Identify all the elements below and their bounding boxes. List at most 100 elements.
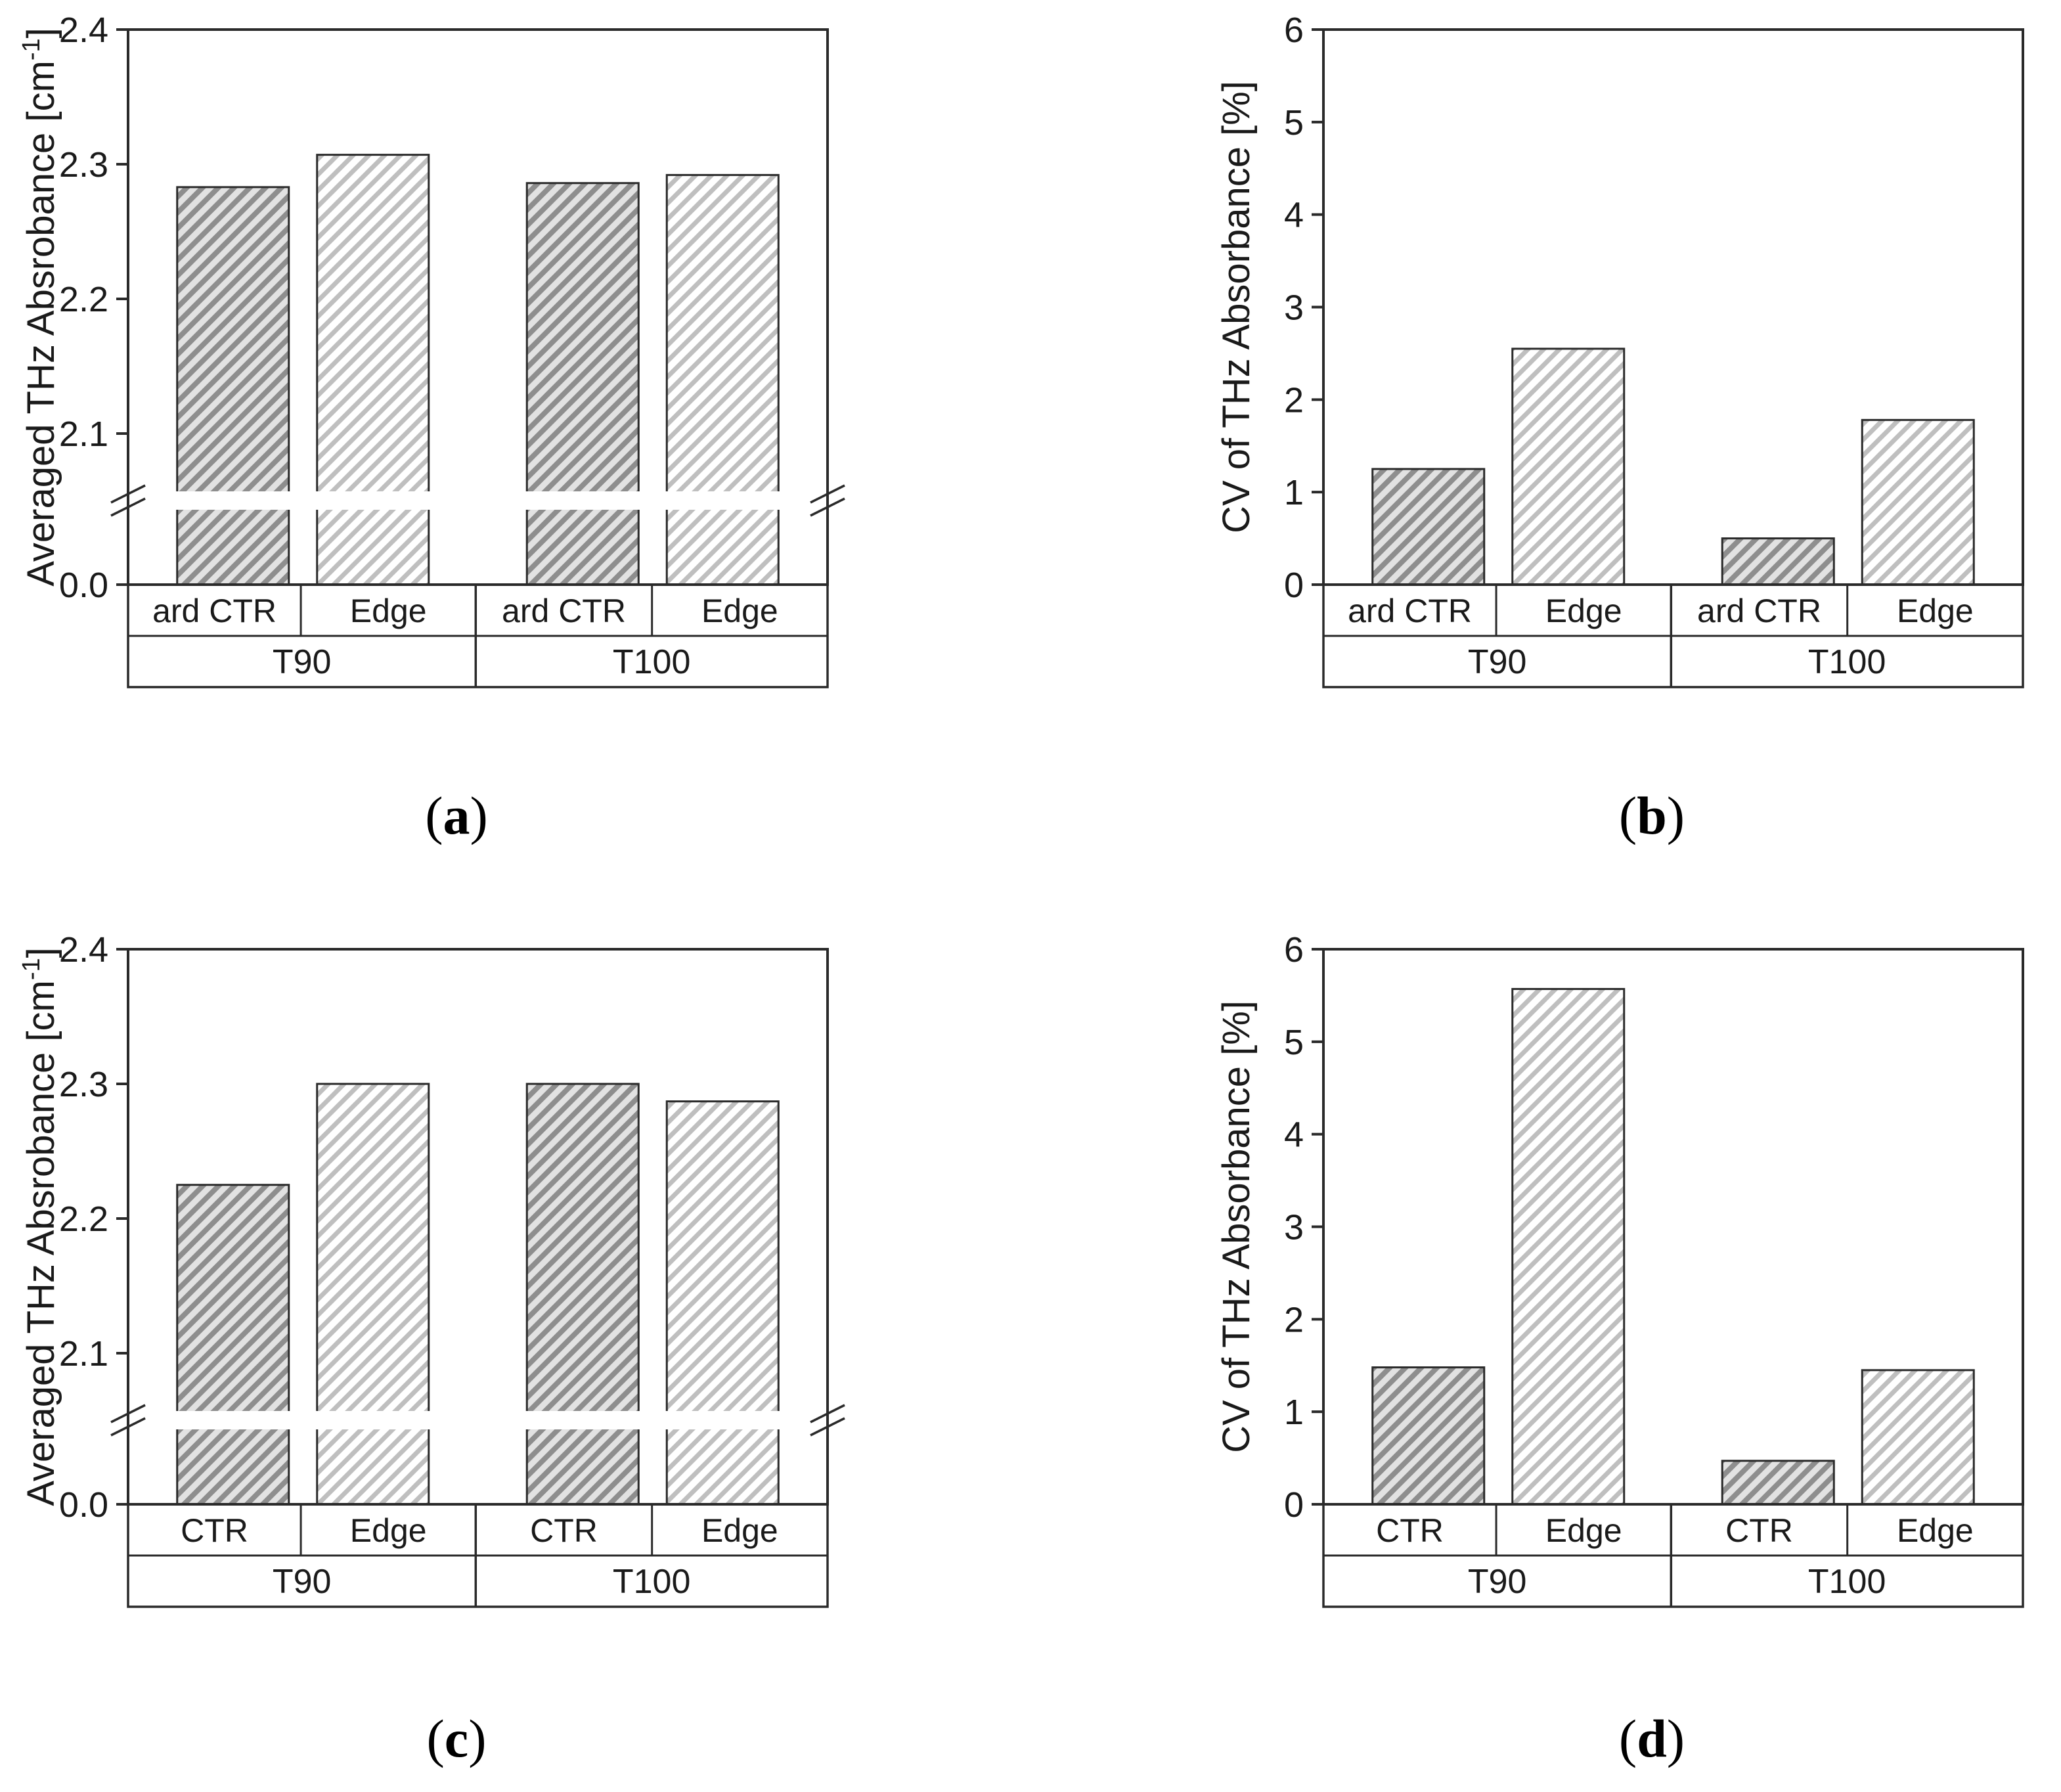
y-axis-title: Averaged THz Absrobance [cm-1]	[20, 28, 62, 587]
y-tick-label-6: 6	[1284, 930, 1304, 970]
y-tick-label-2.2: 2.2	[59, 1199, 108, 1239]
y-tick-label-2.3: 2.3	[59, 1065, 108, 1104]
bar-T90-CTR	[1371, 1366, 1486, 1506]
y-tick-label-0.0: 0.0	[59, 566, 108, 605]
bar-T90-ard-CTR	[1371, 468, 1486, 586]
caption-c-open: (	[426, 1709, 445, 1768]
caption-c-letter: c	[444, 1709, 469, 1768]
caption-b-letter: b	[1637, 786, 1667, 845]
axis-break-mark	[810, 1404, 845, 1423]
bar-T100-CTR	[1721, 1460, 1835, 1506]
category-label-ard-CTR: ard CTR	[1697, 593, 1821, 629]
y-tick-label-0.0: 0.0	[59, 1485, 108, 1525]
group-label-T100: T100	[1808, 1563, 1886, 1601]
y-tick-label-2.3: 2.3	[59, 145, 108, 185]
caption-a-letter: a	[443, 786, 470, 845]
y-tick-label-2: 2	[1284, 1300, 1304, 1339]
category-label-CTR: CTR	[181, 1512, 248, 1549]
panel-b: 0 1 2 3 4 5 6 CV of THz Absorbance [%] ard CTR Ed…	[1215, 0, 2061, 759]
category-label-Edge: Edge	[1545, 1512, 1622, 1549]
panel-d: 0 1 2 3 4 5 6 CV of THz Absorbance [%] CTR Edge CT…	[1215, 920, 2061, 1678]
axis-break-mark	[110, 1417, 146, 1437]
bar-T100-ard-CTR	[1721, 537, 1835, 586]
caption-d: (d)	[1215, 1708, 2061, 1770]
axis-break-mark	[810, 1417, 845, 1437]
y-tick-label-0: 0	[1284, 566, 1304, 605]
bar-T100-ard-CTR	[525, 182, 640, 586]
bar-T90-ard-CTR	[176, 186, 290, 586]
y-tick-label-2.1: 2.1	[59, 414, 108, 454]
category-label-Edge: Edge	[350, 593, 427, 629]
axis-break-mark	[810, 484, 845, 504]
axis-break-band	[130, 1411, 826, 1429]
y-tick-label-2.4: 2.4	[59, 930, 108, 970]
y-tick-label-4: 4	[1284, 196, 1304, 235]
panel-a: 2.4 2.3 2.2 2.1 0.0 Averaged THz Absrobance […	[18, 0, 893, 759]
bar-T90-Edge	[316, 154, 430, 586]
caption-a: (a)	[20, 785, 893, 847]
caption-d-letter: d	[1637, 1709, 1667, 1768]
panel-c: 2.4 2.3 2.2 2.1 0.0 Averaged THz Absrobance […	[18, 920, 893, 1678]
bar-T90-Edge	[1511, 347, 1626, 586]
group-label-T90: T90	[1468, 643, 1527, 681]
caption-a-close: )	[470, 786, 488, 845]
bar-T90-Edge	[316, 1083, 430, 1506]
category-label-Edge: Edge	[701, 1512, 778, 1549]
caption-d-open: (	[1618, 1709, 1637, 1768]
y-tick-label-2.1: 2.1	[59, 1334, 108, 1374]
caption-a-open: (	[425, 786, 443, 845]
y-tick-label-3: 3	[1284, 1208, 1304, 1247]
bar-T100-CTR	[525, 1083, 640, 1506]
y-tick-label-1: 1	[1284, 1393, 1304, 1432]
bar-T100-Edge	[665, 1100, 780, 1506]
category-label-Edge: Edge	[1545, 593, 1622, 629]
chart-d-cv-bar-chart: 0 1 2 3 4 5 6 CV of THz Absorbance [%] CTR Edge CT…	[1215, 930, 2024, 1608]
y-tick-label-5: 5	[1284, 1023, 1304, 1062]
caption-d-close: )	[1666, 1709, 1685, 1768]
category-label-ard-CTR: ard CTR	[502, 593, 626, 629]
bar-T90-Edge	[1511, 988, 1626, 1506]
group-label-T90: T90	[1468, 1563, 1527, 1601]
y-tick-label-4: 4	[1284, 1115, 1304, 1155]
category-label-ard-CTR: ard CTR	[152, 593, 277, 629]
category-label-ard-CTR: ard CTR	[1348, 593, 1472, 629]
y-tick-label-3: 3	[1284, 288, 1304, 328]
category-label-Edge: Edge	[350, 1512, 427, 1549]
caption-b-open: (	[1618, 786, 1637, 845]
axis-break-band	[130, 491, 826, 510]
group-label-T100: T100	[1808, 643, 1886, 681]
category-label-Edge: Edge	[1897, 1512, 1974, 1549]
y-axis-title: CV of THz Absorbance [%]	[1215, 81, 1258, 533]
y-axis-title: CV of THz Absorbance [%]	[1215, 1000, 1258, 1453]
axis-break-mark	[110, 497, 146, 517]
category-label-Edge: Edge	[1897, 593, 1974, 629]
category-label-CTR: CTR	[530, 1512, 598, 1549]
chart-b-cv-bar-chart: 0 1 2 3 4 5 6 CV of THz Absorbance [%] ard CTR Ed…	[1215, 11, 2024, 688]
caption-c-close: )	[468, 1709, 487, 1768]
y-tick-label-1: 1	[1284, 473, 1304, 512]
y-tick-label-2.4: 2.4	[59, 11, 108, 50]
y-tick-label-2: 2	[1284, 380, 1304, 420]
category-label-CTR: CTR	[1376, 1512, 1444, 1549]
bar-T100-Edge	[1861, 1369, 1975, 1506]
axis-break-mark	[810, 497, 845, 517]
caption-b: (b)	[1215, 785, 2061, 847]
bar-T100-Edge	[1861, 418, 1975, 586]
y-tick-label-5: 5	[1284, 103, 1304, 143]
category-label-Edge: Edge	[701, 593, 778, 629]
axis-break-mark	[110, 484, 146, 504]
group-label-T90: T90	[273, 643, 332, 681]
group-label-T90: T90	[273, 1563, 332, 1601]
bar-T90-CTR	[176, 1184, 290, 1506]
y-tick-label-0: 0	[1284, 1485, 1304, 1525]
category-label-CTR: CTR	[1725, 1512, 1793, 1549]
y-axis-title: Averaged THz Absrobance [cm-1]	[20, 947, 62, 1506]
group-label-T100: T100	[613, 643, 691, 681]
group-label-T100: T100	[613, 1563, 691, 1601]
caption-c: (c)	[20, 1708, 893, 1770]
caption-b-close: )	[1666, 786, 1685, 845]
y-tick-label-6: 6	[1284, 11, 1304, 50]
bar-T100-Edge	[665, 173, 780, 586]
